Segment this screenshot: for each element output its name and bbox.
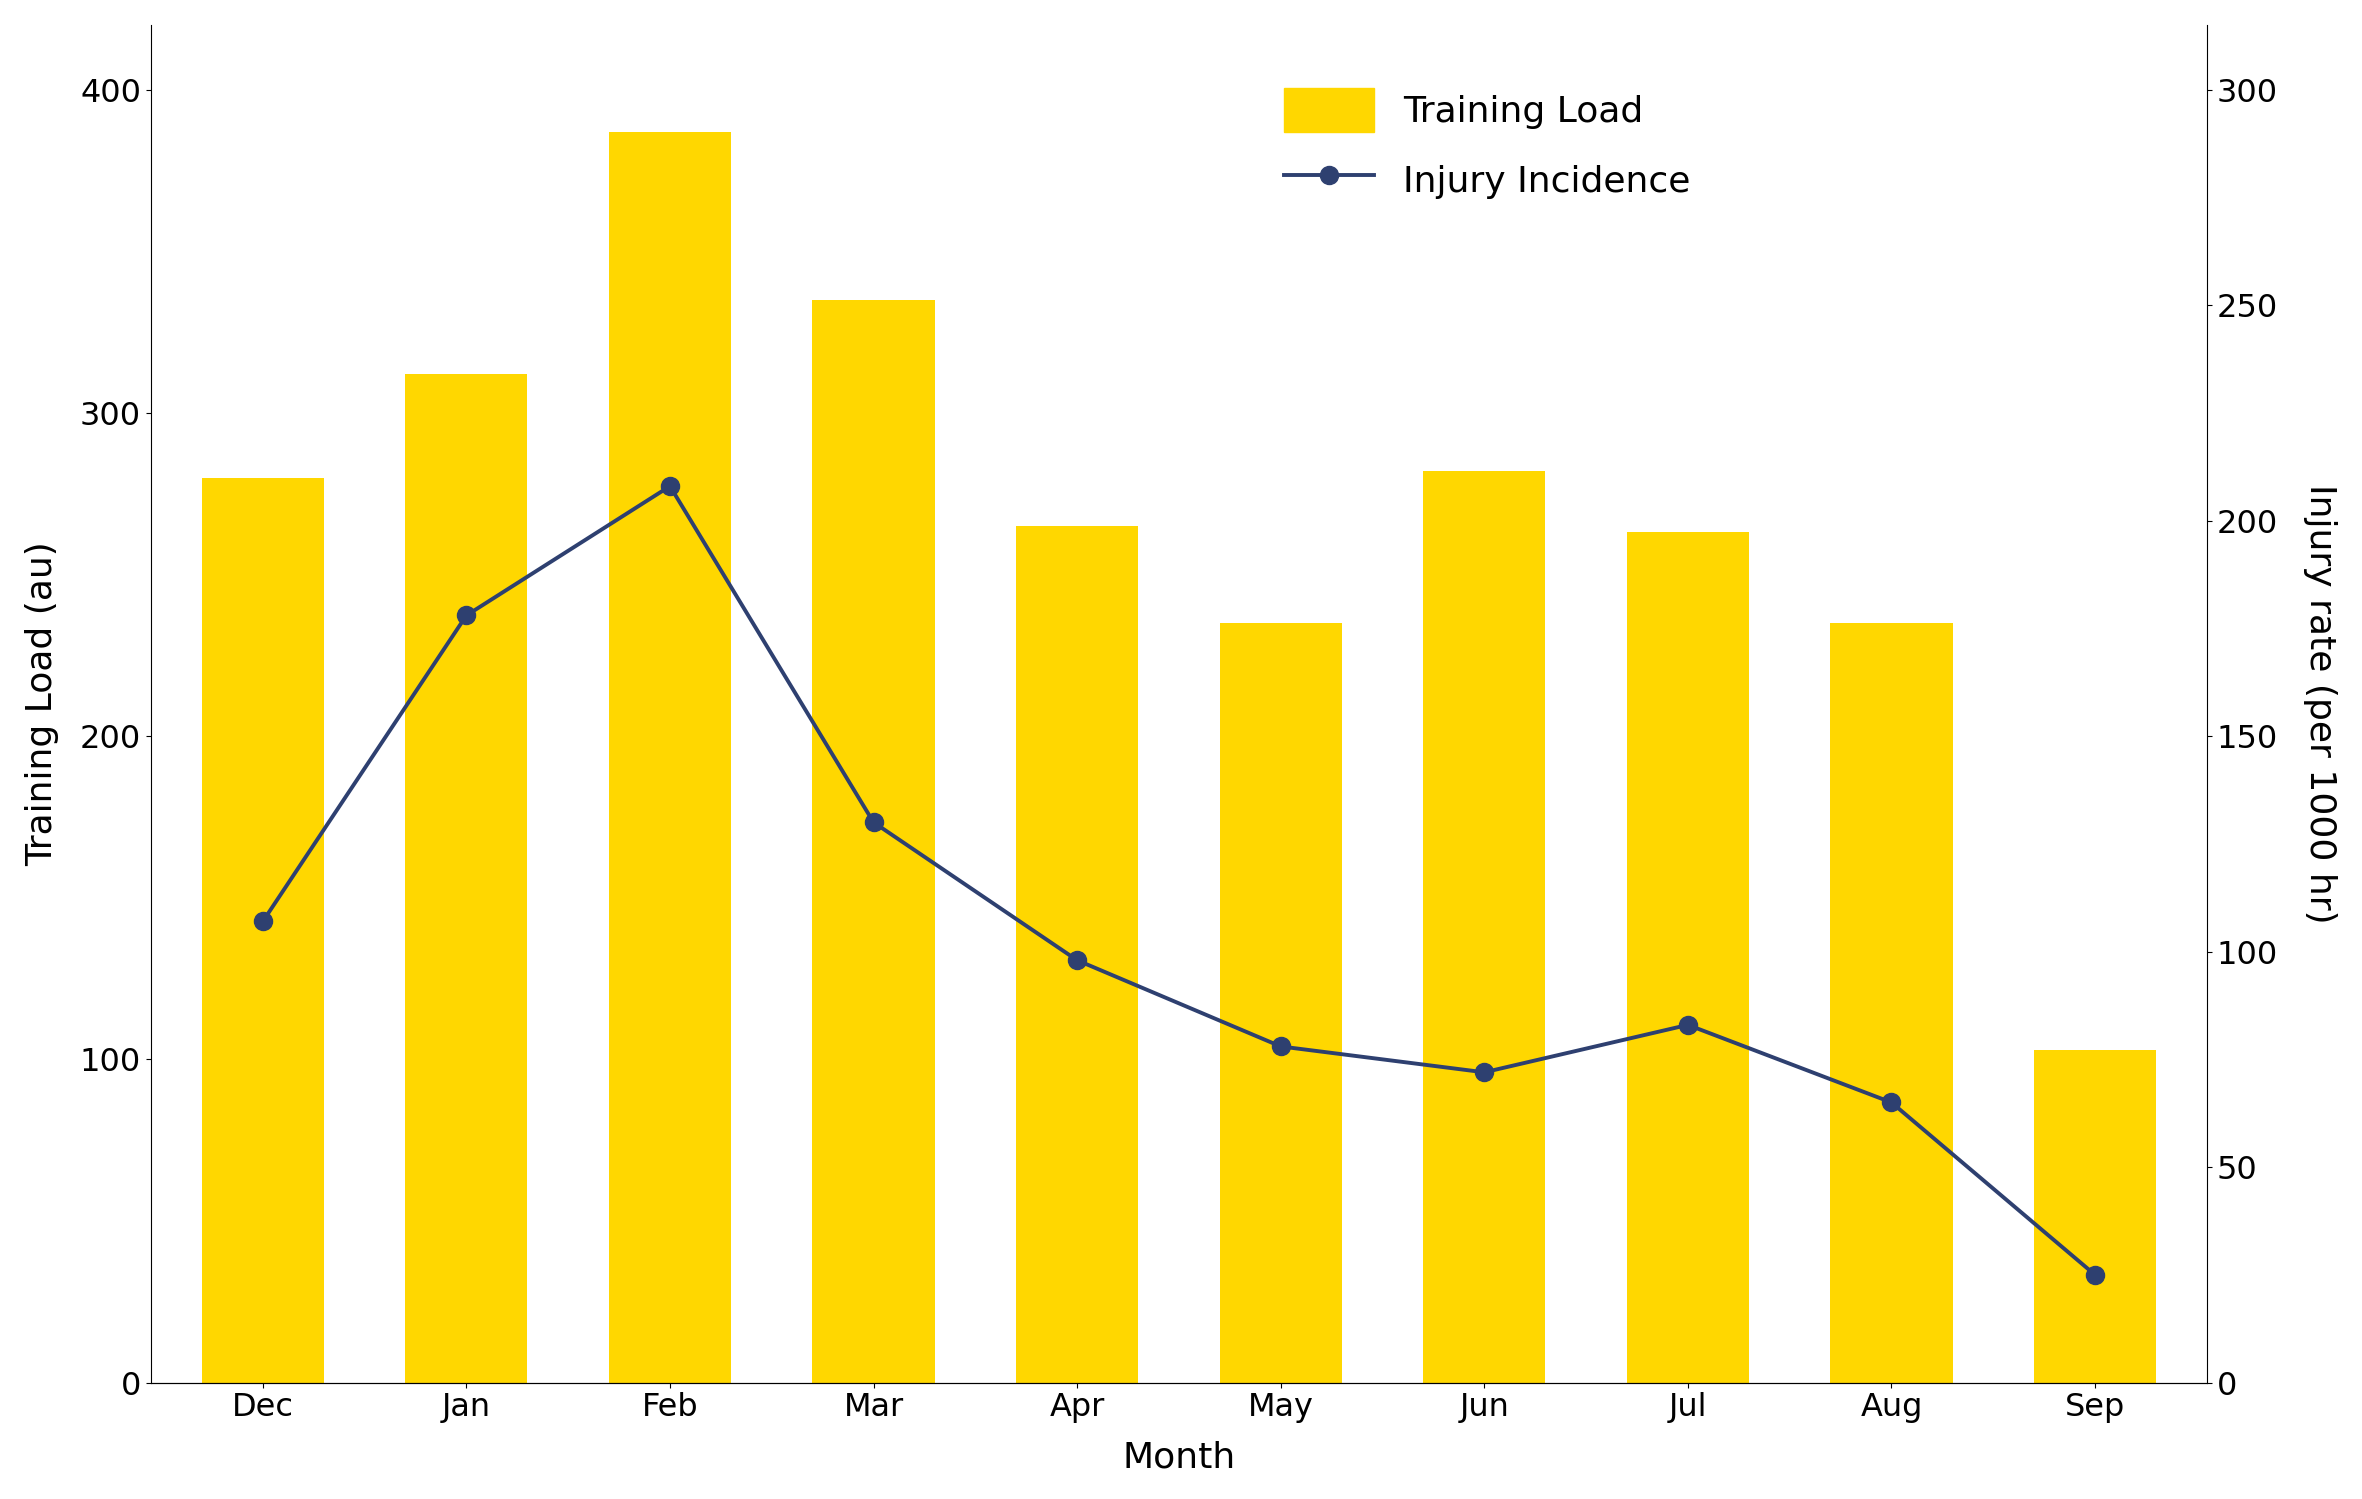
Bar (1831, 624, 1953, 1382)
Bar (406, 375, 527, 1382)
Y-axis label: Training Load (au): Training Load (au) (26, 541, 59, 866)
Y-axis label: Injury rate (per 1000 hr): Injury rate (per 1000 hr) (2303, 484, 2336, 923)
Bar (1016, 526, 1138, 1382)
Bar (1627, 532, 1748, 1382)
Bar (813, 300, 935, 1382)
Bar (201, 478, 324, 1382)
X-axis label: Month: Month (1122, 1441, 1235, 1474)
Bar (1424, 471, 1545, 1382)
Legend: Training Load, Injury Incidence: Training Load, Injury Incidence (1266, 70, 1708, 220)
Bar (609, 132, 730, 1382)
Bar (1219, 624, 1342, 1382)
Bar (2034, 1049, 2157, 1382)
